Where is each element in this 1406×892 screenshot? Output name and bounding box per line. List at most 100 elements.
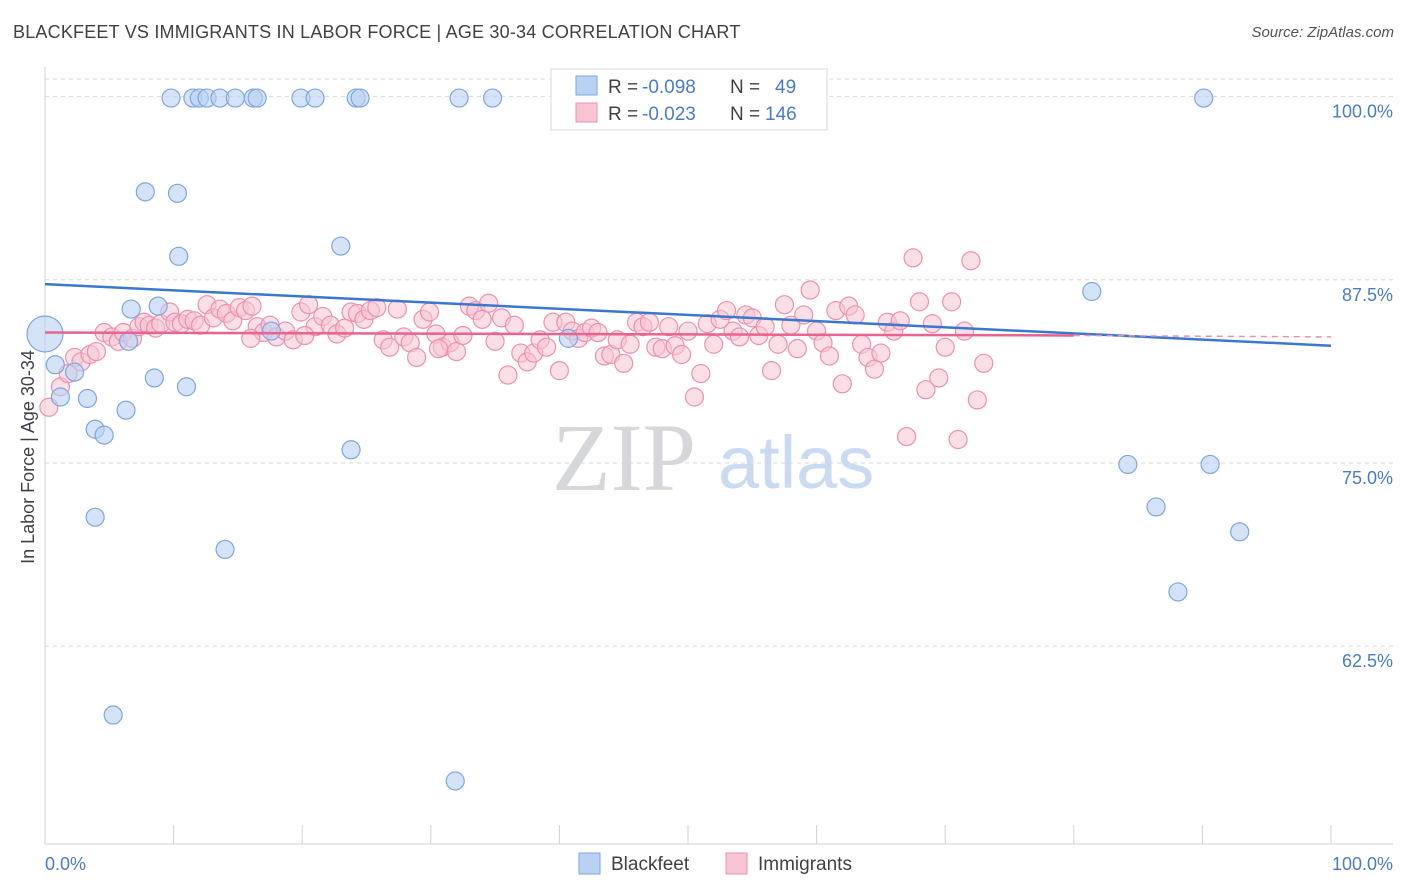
blackfeet-point bbox=[144, 368, 164, 388]
immigrants-point bbox=[761, 361, 782, 381]
immigrants-point bbox=[916, 380, 936, 400]
immigrants-point bbox=[890, 311, 910, 331]
immigrants-point bbox=[86, 341, 107, 362]
blackfeet-point bbox=[305, 88, 325, 108]
x-tick-labels: 0.0% 100.0% bbox=[45, 854, 1393, 874]
axes bbox=[44, 67, 1393, 845]
blackfeet-point bbox=[103, 705, 123, 725]
immigrants-point bbox=[704, 334, 724, 354]
blackfeet-point bbox=[121, 299, 141, 319]
immigrants-point bbox=[614, 353, 634, 373]
immigrants-point bbox=[671, 344, 692, 365]
immigrants-point bbox=[380, 337, 400, 357]
blackfeet-point bbox=[215, 539, 235, 560]
blackfeet-point bbox=[50, 387, 71, 407]
immigrants-point bbox=[428, 339, 449, 359]
y-axis-label: In Labor Force | Age 30-34 bbox=[18, 350, 38, 564]
bottom-legend-swatch-blackfeet bbox=[578, 852, 601, 875]
immigrants-trend-line bbox=[44, 331, 1074, 337]
blackfeet-point bbox=[85, 507, 105, 527]
legend-n-label-blackfeet: N = bbox=[730, 77, 760, 98]
immigrants-point bbox=[659, 317, 679, 337]
legend-n-label-immigrants: N = bbox=[730, 104, 760, 125]
immigrants-point bbox=[832, 374, 852, 394]
blackfeet-point bbox=[1082, 281, 1102, 302]
legend-swatch-immigrants bbox=[575, 102, 598, 123]
legend-r-value-immigrants: -0.023 bbox=[642, 104, 696, 125]
bottom-legend-blackfeet: Blackfeet bbox=[611, 854, 690, 875]
immigrants-point bbox=[768, 334, 788, 354]
blackfeet-point bbox=[1230, 522, 1250, 542]
grid-lines bbox=[45, 78, 1393, 647]
legend-r-label-immigrants: R = bbox=[608, 104, 638, 125]
immigrants-point bbox=[536, 337, 557, 357]
immigrants-point bbox=[954, 321, 975, 341]
immigrants-point bbox=[942, 292, 962, 312]
legend-r-value-blackfeet: -0.098 bbox=[642, 77, 696, 98]
blackfeet-point bbox=[350, 88, 370, 108]
immigrants-point bbox=[504, 315, 524, 335]
immigrants-point bbox=[367, 298, 387, 318]
legend-n-value-immigrants: 146 bbox=[765, 104, 797, 125]
immigrants-point bbox=[729, 327, 750, 347]
blackfeet-point bbox=[1118, 454, 1138, 475]
immigrants-point bbox=[871, 343, 891, 363]
immigrants-point bbox=[678, 321, 698, 341]
bottom-legend-immigrants: Immigrants bbox=[758, 854, 852, 875]
immigrants-point bbox=[922, 314, 942, 334]
blackfeet-point bbox=[247, 88, 267, 108]
immigrants-point bbox=[620, 334, 640, 354]
immigrants-point bbox=[948, 429, 968, 450]
blackfeet-point bbox=[445, 771, 465, 791]
legend-n-value-blackfeet: 49 bbox=[775, 77, 796, 98]
blackfeet-point bbox=[261, 321, 281, 341]
trend-lines bbox=[44, 282, 1332, 347]
blackfeet-trend-line bbox=[44, 282, 1332, 347]
blackfeet-point bbox=[45, 355, 65, 375]
immigrants-point bbox=[787, 339, 807, 359]
blackfeet-points bbox=[26, 88, 1250, 791]
immigrants-point bbox=[755, 317, 775, 337]
bottom-legend-swatch-immigrants bbox=[725, 852, 748, 875]
blackfeet-point bbox=[161, 88, 181, 108]
blackfeet-point bbox=[116, 400, 136, 420]
blackfeet-point bbox=[449, 88, 469, 108]
immigrants-point bbox=[864, 359, 885, 379]
blackfeet-point bbox=[148, 296, 168, 316]
immigrants-point bbox=[800, 280, 820, 300]
blackfeet-point bbox=[225, 88, 245, 108]
blackfeet-point bbox=[482, 88, 503, 108]
immigrants-point bbox=[446, 341, 467, 362]
immigrants-points bbox=[39, 248, 994, 450]
y-tick-label-3: 100.0% bbox=[1332, 102, 1393, 122]
blackfeet-point bbox=[169, 246, 189, 266]
immigrants-point bbox=[929, 368, 949, 388]
immigrants-point bbox=[588, 322, 608, 343]
immigrants-point bbox=[498, 365, 518, 385]
immigrants-point bbox=[774, 295, 795, 315]
immigrants-point bbox=[897, 426, 917, 447]
immigrants-point bbox=[549, 361, 570, 381]
immigrants-point bbox=[967, 390, 987, 410]
blackfeet-point bbox=[176, 377, 197, 397]
immigrants-point bbox=[935, 337, 955, 357]
blackfeet-point bbox=[1168, 582, 1188, 602]
blackfeet-point bbox=[341, 440, 361, 460]
immigrants-point bbox=[242, 296, 262, 316]
chart-source: Source: ZipAtlas.com bbox=[1251, 24, 1394, 41]
y-tick-label-2: 87.5% bbox=[1342, 285, 1393, 305]
blackfeet-point bbox=[77, 388, 98, 409]
immigrants-point bbox=[691, 363, 711, 384]
blackfeet-point bbox=[167, 183, 188, 203]
immigrants-point bbox=[472, 309, 492, 329]
y-tick-label-1: 75.0% bbox=[1342, 468, 1393, 488]
immigrants-point bbox=[639, 312, 660, 332]
immigrants-trend-extension bbox=[1073, 334, 1332, 338]
blackfeet-point bbox=[1200, 454, 1220, 475]
immigrants-point bbox=[479, 293, 499, 313]
blackfeet-point bbox=[1194, 88, 1214, 108]
immigrants-point bbox=[819, 346, 840, 366]
blackfeet-point bbox=[64, 362, 85, 382]
chart-title: BLACKFEET VS IMMIGRANTS IN LABOR FORCE |… bbox=[13, 22, 741, 42]
